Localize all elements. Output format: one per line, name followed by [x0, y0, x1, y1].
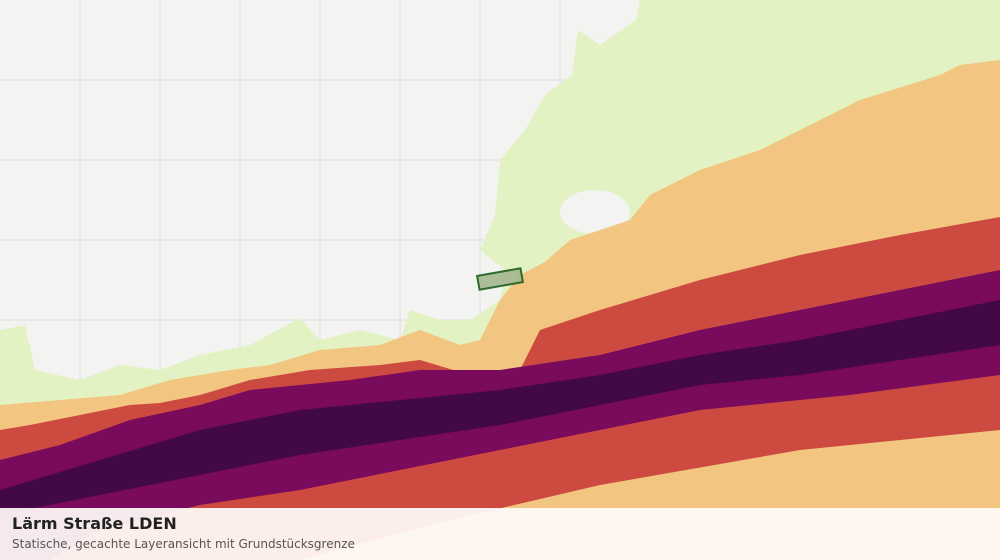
caption-panel	[0, 508, 1000, 560]
noise-zone-extreme	[0, 300, 1000, 515]
parcel-boundary	[475, 267, 525, 291]
map-title: Lärm Straße LDEN	[12, 514, 177, 533]
map-gap	[560, 190, 630, 234]
map-subtitle: Statische, gecachte Layeransicht mit Gru…	[12, 537, 355, 551]
